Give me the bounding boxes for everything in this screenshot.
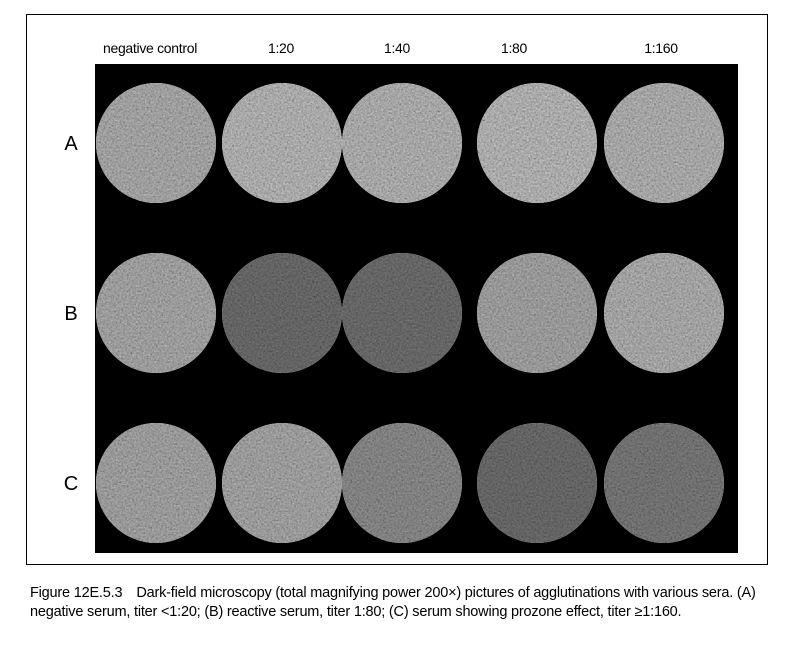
- microscopy-field: [477, 83, 597, 203]
- microscopy-field: [342, 83, 462, 203]
- microscopy-field: [604, 253, 724, 373]
- microscopy-field: [342, 253, 462, 373]
- figure-frame: [26, 14, 768, 565]
- figure-caption: Figure 12E.5.3 Dark-field microscopy (tot…: [30, 584, 775, 622]
- microscopy-field: [477, 423, 597, 543]
- microscopy-field: [604, 423, 724, 543]
- figure-image: negative control 1:20 1:40 1:80 1:160 A …: [64, 40, 738, 553]
- microscopy-field: [342, 423, 462, 543]
- microscopy-field: [222, 253, 342, 373]
- microscopy-fields: [96, 83, 724, 543]
- column-header: 1:160: [644, 40, 678, 56]
- microscopy-field: [222, 423, 342, 543]
- column-header: 1:80: [501, 40, 528, 56]
- caption-text: Dark-field microscopy (total magnifying …: [30, 585, 756, 620]
- row-label: A: [64, 133, 78, 155]
- microscopy-field: [477, 253, 597, 373]
- caption-label: Figure 12E.5.3: [30, 585, 123, 601]
- column-header: 1:20: [268, 40, 295, 56]
- column-header: 1:40: [384, 40, 411, 56]
- microscopy-field: [96, 423, 216, 543]
- microscopy-field: [222, 83, 342, 203]
- microscopy-field: [96, 83, 216, 203]
- row-label: C: [64, 473, 78, 495]
- column-header: negative control: [103, 40, 197, 56]
- microscopy-field: [604, 83, 724, 203]
- microscopy-field: [96, 253, 216, 373]
- row-label: B: [64, 303, 77, 325]
